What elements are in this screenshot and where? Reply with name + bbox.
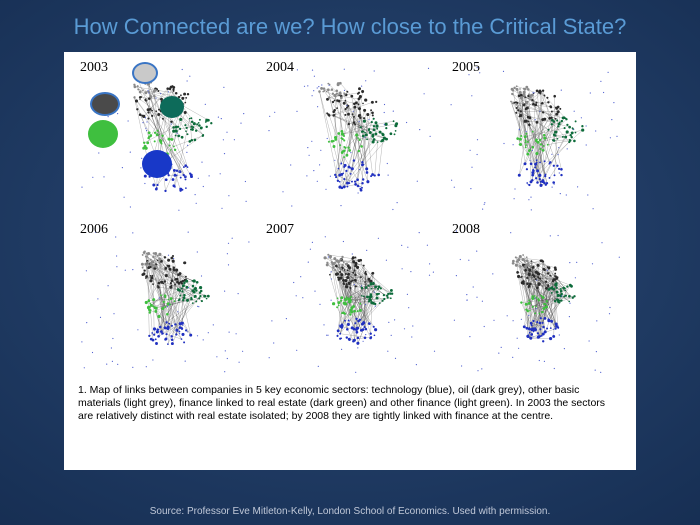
figure-panel: 2003 2004 2005 2006 2007 2008 1. Map of … (64, 52, 636, 470)
cell-2004: 2004 (260, 58, 440, 216)
slide: How Connected are we? How close to the C… (0, 0, 700, 525)
blue-sector-legend-dot (142, 150, 172, 178)
year-label: 2006 (80, 222, 108, 238)
cell-2003: 2003 (74, 58, 254, 216)
year-label: 2007 (266, 222, 294, 238)
year-label: 2005 (452, 60, 480, 76)
cell-2006: 2006 (74, 220, 254, 378)
network-2008 (446, 220, 626, 378)
slide-title: How Connected are we? How close to the C… (30, 14, 670, 40)
network-2004 (260, 58, 440, 216)
cell-2005: 2005 (446, 58, 626, 216)
light-green-sector-legend-dot (88, 120, 118, 148)
light-grey-sector-legend-dot (132, 62, 158, 84)
network-2006 (74, 220, 254, 378)
network-2007 (260, 220, 440, 378)
year-label: 2004 (266, 60, 294, 76)
year-label: 2008 (452, 222, 480, 238)
network-2005 (446, 58, 626, 216)
dark-grey-sector-legend-dot (90, 92, 120, 116)
cell-2008: 2008 (446, 220, 626, 378)
dark-green-sector-legend-dot (160, 96, 184, 118)
year-label: 2003 (80, 60, 108, 76)
source-line: Source: Professor Eve Mitleton-Kelly, Lo… (0, 506, 700, 517)
figure-caption: 1. Map of links between companies in 5 k… (74, 378, 626, 423)
cell-2007: 2007 (260, 220, 440, 378)
network-grid: 2003 2004 2005 2006 2007 2008 (74, 58, 626, 378)
